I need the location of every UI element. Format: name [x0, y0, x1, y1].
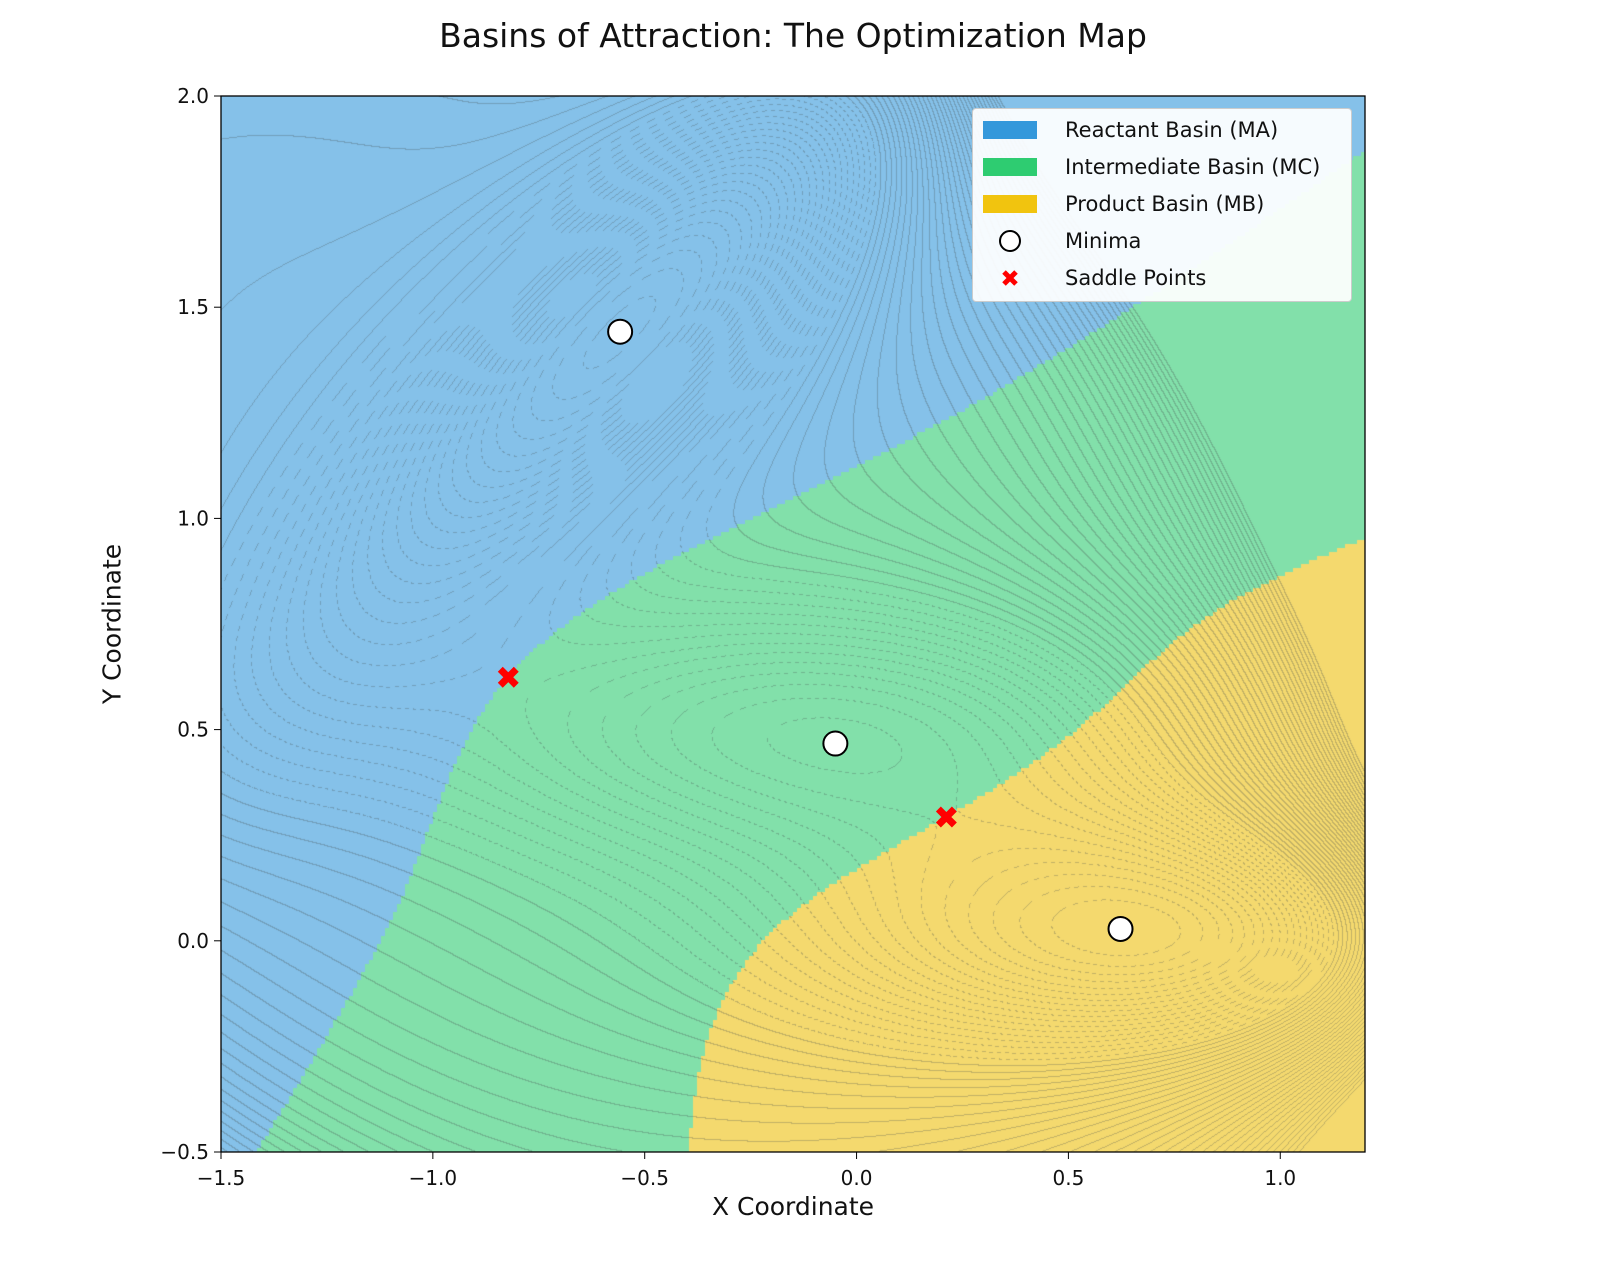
- x-tick-label: −1.5: [197, 1166, 246, 1190]
- y-axis-label: Y Coordinate: [97, 543, 127, 705]
- y-tick-label: 1.5: [177, 295, 209, 319]
- x-marker-icon: [983, 269, 1037, 287]
- y-tick-label: 0.0: [177, 929, 209, 953]
- legend-item-minima: Minima: [973, 226, 1141, 256]
- minimum-marker: [607, 318, 634, 345]
- x-tick-label: 0.0: [841, 1166, 873, 1190]
- x-tick-label: −1.0: [409, 1166, 458, 1190]
- legend-swatch-intermediate: [983, 158, 1037, 176]
- legend-label: Product Basin (MB): [1065, 192, 1265, 216]
- y-tick-label: −0.5: [160, 1140, 209, 1164]
- x-axis-label: X Coordinate: [711, 1192, 875, 1221]
- circle-marker-icon: [983, 230, 1037, 252]
- y-tick-label: 1.0: [177, 506, 209, 530]
- legend-item-saddle: Saddle Points: [973, 263, 1206, 293]
- y-tick-label: 0.5: [177, 718, 209, 742]
- chart-title: Basins of Attraction: The Optimization M…: [439, 16, 1147, 55]
- legend-item-product: Product Basin (MB): [973, 189, 1264, 219]
- saddle-point-marker: [497, 666, 519, 688]
- y-tick-label: 2.0: [177, 84, 209, 108]
- legend-swatch-product: [983, 195, 1037, 213]
- x-tick-label: 1.0: [1264, 1166, 1296, 1190]
- legend-label: Reactant Basin (MA): [1065, 118, 1279, 142]
- legend-label: Intermediate Basin (MC): [1065, 155, 1321, 179]
- legend-label: Minima: [1065, 229, 1142, 253]
- x-tick-label: 0.5: [1053, 1166, 1085, 1190]
- x-tick-label: −0.5: [620, 1166, 669, 1190]
- legend-item-reactant: Reactant Basin (MA): [973, 115, 1278, 145]
- legend: Reactant Basin (MA) Intermediate Basin (…: [972, 108, 1352, 302]
- saddle-point-marker: [935, 806, 957, 828]
- legend-item-intermediate: Intermediate Basin (MC): [973, 152, 1320, 182]
- minimum-marker: [1107, 915, 1134, 942]
- minimum-marker: [822, 730, 849, 757]
- plot-frame: [220, 95, 1366, 1153]
- legend-swatch-reactant: [983, 121, 1037, 139]
- legend-label: Saddle Points: [1065, 266, 1207, 290]
